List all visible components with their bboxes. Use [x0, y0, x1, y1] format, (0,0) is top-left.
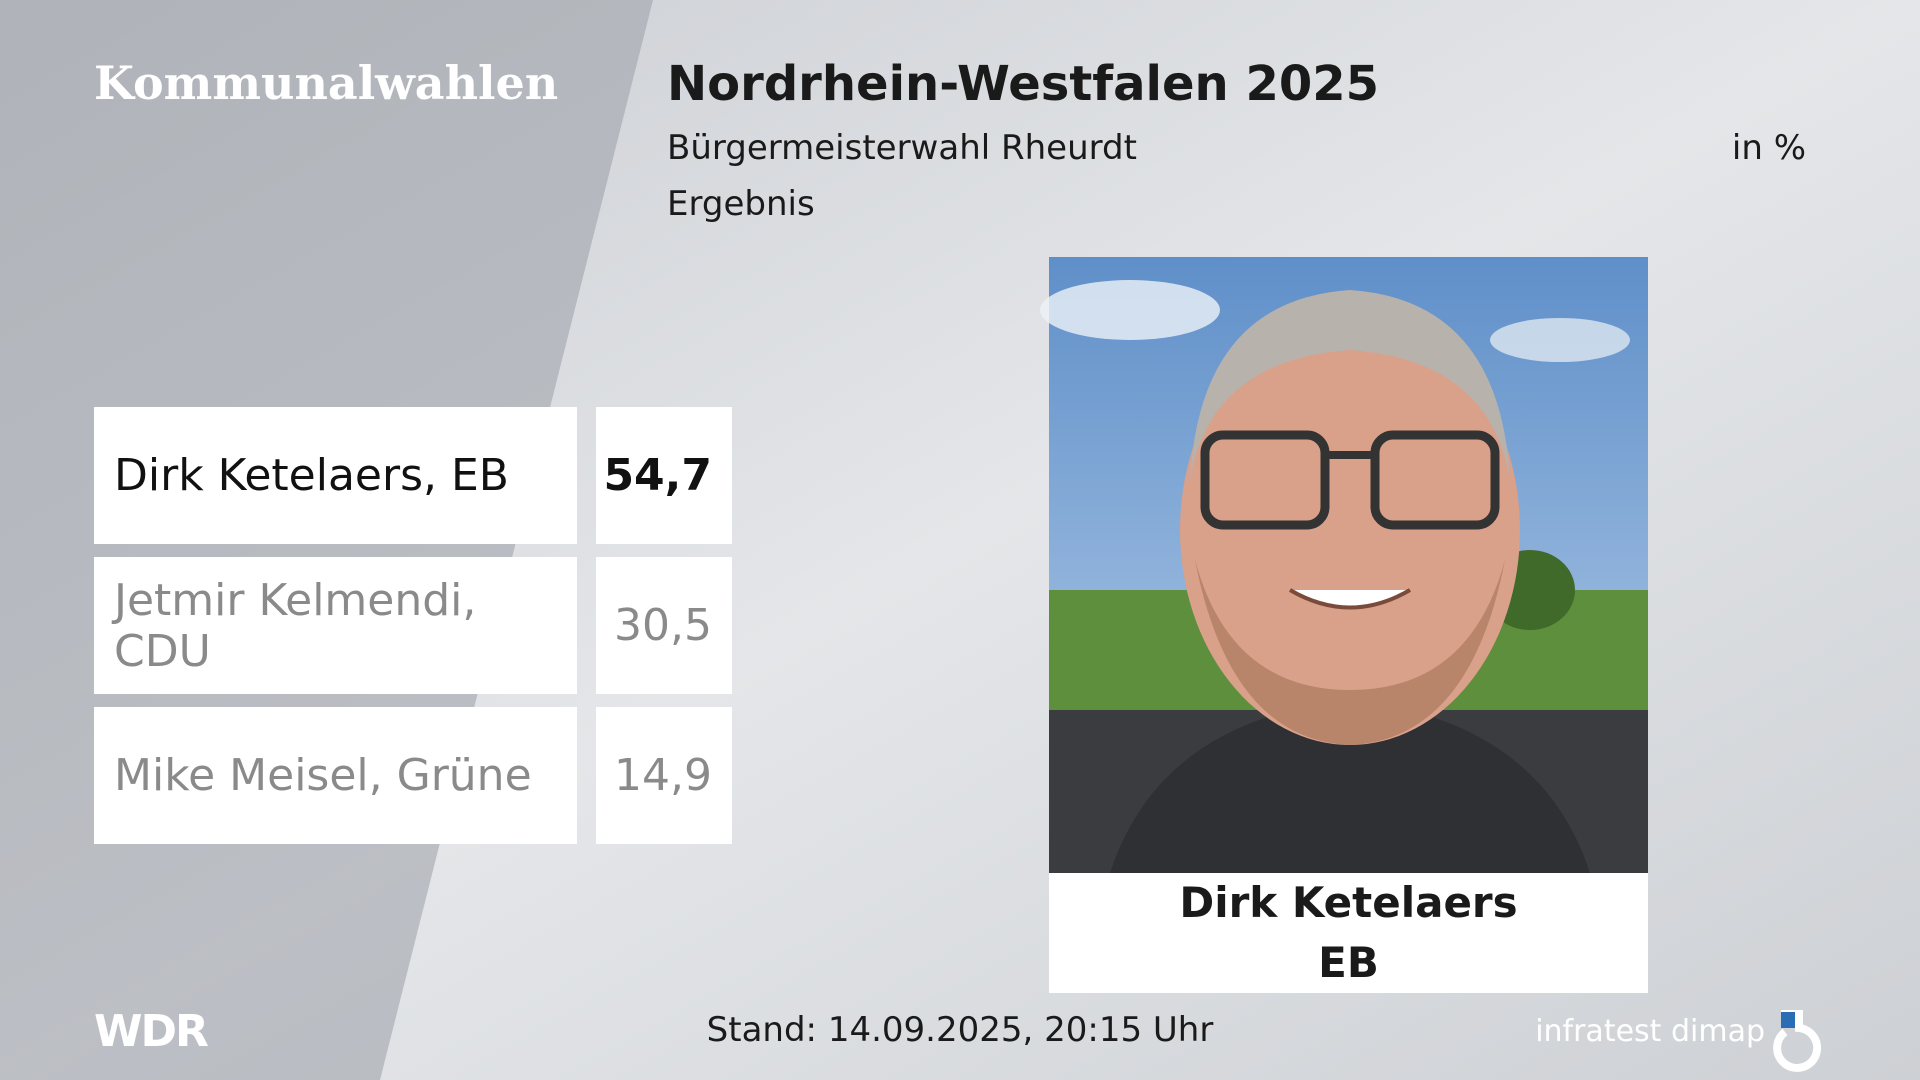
status: Ergebnis: [667, 184, 815, 224]
broadcaster-logo: WDR: [94, 1006, 209, 1057]
percent-cell: 54,7: [596, 407, 732, 544]
infratest-logo: [1773, 1010, 1822, 1072]
candidate-cell: Mike Meisel, Grüne: [94, 707, 577, 844]
unit: in %: [1731, 128, 1806, 168]
section-title: Kommunalwahlen: [94, 56, 559, 110]
title: Nordrhein-Westfalen 2025: [667, 56, 1380, 112]
candidate-name: Dirk Ketelaers: [1179, 878, 1518, 927]
subtitle: Bürgermeisterwahl Rheurdt: [667, 128, 1137, 168]
photo-caption: Dirk Ketelaers EB: [1049, 873, 1648, 993]
candidate-cell: Dirk Ketelaers, EB: [94, 407, 577, 544]
timestamp: Stand: 14.09.2025, 20:15 Uhr: [706, 1010, 1214, 1050]
source: infratest dimap: [1535, 1014, 1765, 1049]
percent-cell: 14,9: [596, 707, 732, 844]
infratest-logo-mark: [1781, 1012, 1795, 1028]
candidate-cell: Jetmir Kelmendi, CDU: [94, 557, 577, 694]
percent-cell: 30,5: [596, 557, 732, 694]
candidate-photo: [1040, 257, 1648, 873]
candidate-party: EB: [1318, 938, 1379, 987]
